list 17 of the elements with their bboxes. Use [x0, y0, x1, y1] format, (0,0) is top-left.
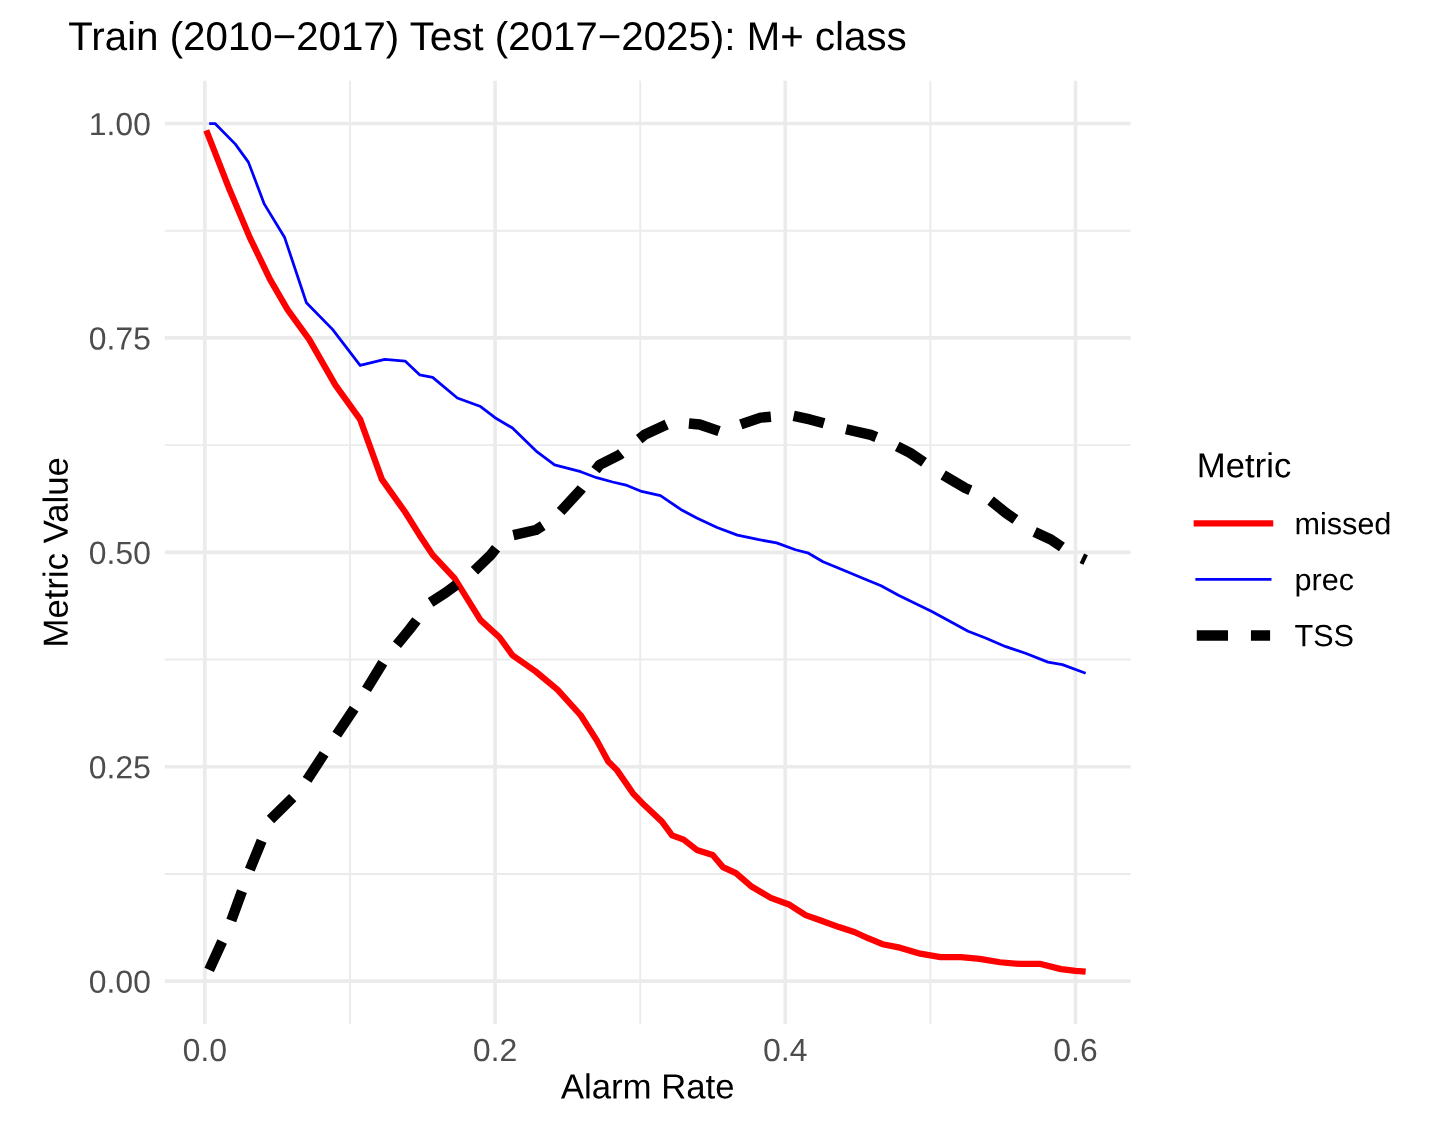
x-axis-title: Alarm Rate: [560, 1073, 734, 1099]
y-tick-label: 0.50: [89, 541, 150, 565]
legend-label: missed: [1296, 512, 1390, 535]
legend-label: prec: [1296, 573, 1354, 597]
x-tick-label: 0.6: [1054, 1038, 1097, 1062]
legend-title: Metric: [1199, 452, 1291, 478]
chart-title: Train (2010−2017) Test (2017−2025): M+ class: [69, 20, 906, 59]
x-tick-label: 0.4: [764, 1038, 807, 1062]
x-tick-label: 0.0: [183, 1038, 226, 1062]
y-tick-label: 0.25: [89, 755, 150, 779]
y-axis-title: Metric Value: [42, 458, 68, 645]
y-tick-label: 0.75: [89, 327, 150, 350]
legend-label: TSS: [1295, 624, 1353, 647]
y-tick-label: 1.00: [91, 112, 150, 136]
y-tick-label: 0.00: [89, 970, 150, 993]
line-series: [207, 122, 1088, 675]
x-tick-label: 0.2: [474, 1038, 516, 1062]
